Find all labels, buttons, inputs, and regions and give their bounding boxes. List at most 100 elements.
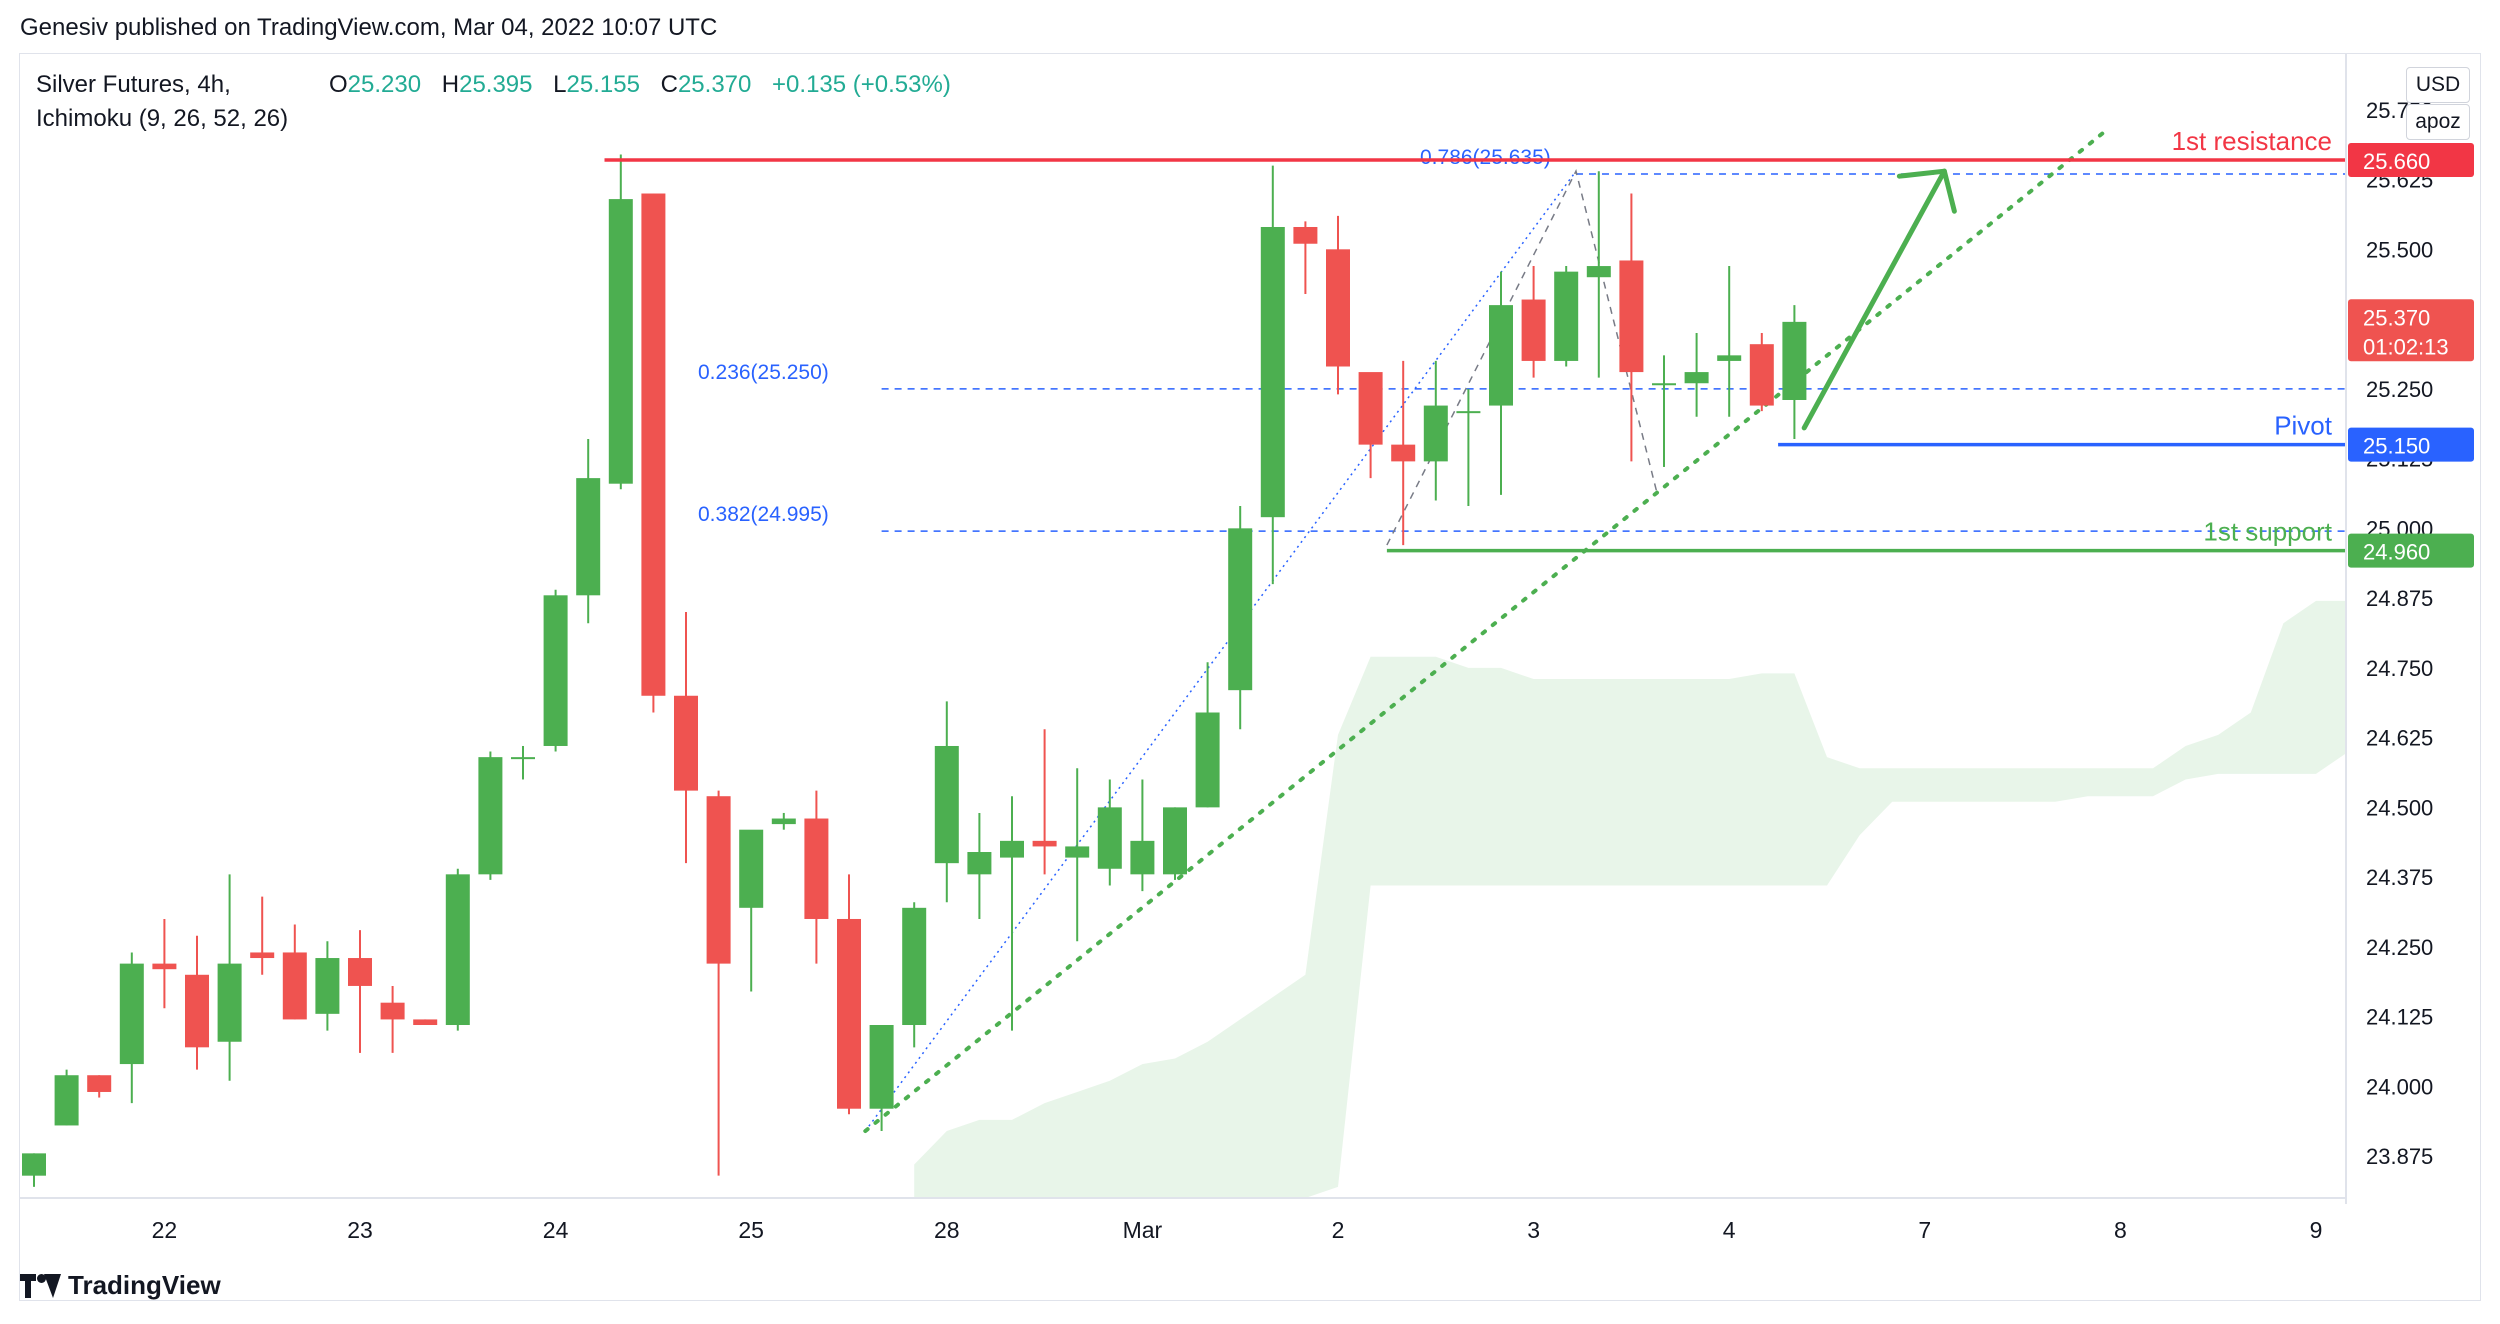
candle-body — [1456, 411, 1481, 414]
candle-body — [543, 595, 568, 746]
tradingview-logo-icon — [20, 1273, 61, 1298]
fib-zigzag-line — [1386, 169, 1659, 546]
candle-body — [478, 757, 503, 875]
candle-body — [119, 963, 144, 1065]
candle-body — [1000, 840, 1024, 858]
price-tick-label: 24.000 — [2366, 1074, 2433, 1099]
close-key: C — [660, 71, 678, 98]
candle-body — [185, 974, 209, 1048]
candle-body — [576, 478, 601, 596]
fib-level-label: 0.786(25.635) — [1420, 146, 1551, 169]
candle-body — [1097, 807, 1122, 869]
fib-level-label: 0.236(25.250) — [698, 361, 829, 384]
price-tick-label: 25.500 — [2366, 237, 2433, 262]
high-value: 25.395 — [459, 71, 533, 98]
time-tick-label: 25 — [738, 1217, 764, 1243]
legend-symbol: Silver Futures, 4h, — [36, 71, 231, 98]
uptrend-line — [863, 130, 2107, 1134]
support-badge — [2348, 533, 2474, 568]
candle-body — [511, 757, 535, 760]
candle-body — [902, 907, 927, 1026]
candle-body — [1293, 226, 1318, 244]
time-tick-label: 8 — [2114, 1217, 2127, 1243]
candle-body — [1717, 355, 1742, 361]
candle-body — [282, 952, 307, 1020]
resistance-badge-label: 25.660 — [2363, 149, 2430, 174]
candle-body — [1652, 383, 1676, 386]
price-tick-label: 24.625 — [2366, 726, 2433, 751]
publisher-caption: Genesiv published on TradingView.com, Ma… — [20, 14, 718, 41]
price-tick-label: 24.250 — [2366, 935, 2433, 960]
candle-body — [22, 1153, 46, 1176]
candle-body — [1684, 372, 1709, 384]
candle-body — [641, 193, 666, 696]
pivot-badge-label: 25.150 — [2363, 434, 2430, 459]
candle-body — [217, 963, 242, 1042]
candle-body — [1521, 299, 1546, 361]
level-label: 1st support — [2203, 517, 2332, 547]
candle-body — [1326, 249, 1350, 367]
candle-body — [87, 1075, 112, 1092]
pivot-badge — [2348, 427, 2474, 462]
support-badge-label: 24.960 — [2363, 540, 2430, 565]
candle-body — [413, 1019, 438, 1026]
time-tick-label: 28 — [934, 1217, 960, 1243]
candle-body — [608, 199, 633, 484]
price-tick-label: 24.875 — [2366, 586, 2433, 611]
candle-body — [348, 958, 372, 986]
candle-body — [967, 852, 992, 875]
price-tick-label: 24.500 — [2366, 795, 2433, 820]
scale-mode-button[interactable]: apoz — [2406, 104, 2470, 140]
candle-body — [1163, 807, 1187, 875]
time-tick-label: 9 — [2310, 1217, 2323, 1243]
footer-brand[interactable]: TradingView — [20, 1270, 221, 1301]
price-tick-label: 24.375 — [2366, 865, 2433, 890]
candle-body — [1391, 444, 1416, 462]
price-tick-label: 25.250 — [2366, 377, 2433, 402]
time-tick-label: 3 — [1527, 1217, 1540, 1243]
price-tick-label: 24.125 — [2366, 1005, 2433, 1030]
candle-body — [1619, 260, 1644, 373]
last-price-badge — [2348, 299, 2474, 362]
candle-body — [1554, 271, 1579, 361]
ichimoku-cloud — [914, 600, 2346, 1198]
candle-body — [1749, 344, 1774, 406]
candle-body — [445, 874, 470, 1026]
candle-body — [771, 818, 796, 825]
level-label: Pivot — [2274, 411, 2333, 441]
legend-ohlc: O25.230 H25.395 L25.155 C25.370 +0.135 (… — [329, 68, 965, 102]
candle-body — [934, 745, 959, 864]
time-tick-label: 23 — [347, 1217, 373, 1243]
candle-body — [706, 796, 731, 964]
time-tick-label: Mar — [1123, 1217, 1163, 1243]
time-tick-label: 7 — [1918, 1217, 1931, 1243]
footer-brand-label: TradingView — [68, 1270, 221, 1300]
candle-body — [54, 1075, 79, 1126]
candle-body — [1260, 226, 1285, 518]
last-price-badge-countdown: 01:02:13 — [2363, 334, 2449, 359]
low-value: 25.155 — [566, 71, 640, 98]
close-value: 25.370 — [677, 71, 752, 98]
candle-body — [739, 829, 764, 908]
candle-body — [1195, 712, 1220, 808]
currency-button[interactable]: USD — [2406, 67, 2470, 103]
open-key: O — [329, 71, 348, 98]
candle-body — [1065, 846, 1090, 858]
candle-body — [1032, 840, 1057, 847]
candle-body — [250, 952, 275, 959]
forecast-arrow-head — [1896, 168, 1957, 214]
candle-body — [1130, 840, 1155, 875]
forecast-arrow-shaft — [1801, 168, 1947, 431]
time-tick-label: 24 — [543, 1217, 569, 1243]
high-key: H — [441, 71, 460, 98]
open-value: 25.230 — [347, 71, 422, 98]
change-value: +0.135 (+0.53%) — [772, 71, 951, 98]
candle-body — [380, 1002, 405, 1020]
last-price-badge-label: 25.370 — [2363, 305, 2430, 330]
fib-trend-line — [864, 170, 1577, 1132]
candle-body — [804, 818, 829, 919]
candle-body — [152, 963, 177, 970]
candle-body — [315, 958, 340, 1014]
candle-body — [1228, 528, 1253, 691]
